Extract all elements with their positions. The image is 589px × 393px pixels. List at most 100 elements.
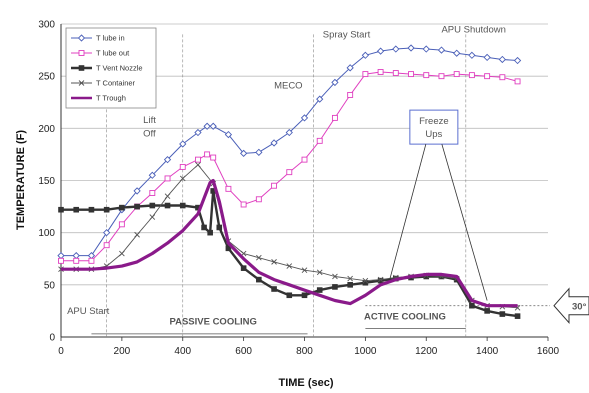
point-marker (316, 95, 324, 103)
point-marker (408, 71, 414, 78)
point-marker (163, 155, 172, 164)
point-marker (514, 313, 521, 319)
point-marker (407, 44, 415, 52)
y-axis-label: TEMPERATURE (F) (15, 130, 27, 230)
annotation-0: APU Start (67, 306, 110, 317)
point-marker (224, 130, 233, 139)
x-tick-label: 800 (296, 346, 313, 357)
point-marker (347, 91, 354, 98)
point-marker (77, 34, 86, 42)
point-marker (286, 263, 293, 269)
point-marker (270, 139, 278, 147)
y-tick-label: 100 (38, 228, 55, 239)
point-marker (204, 151, 211, 158)
point-marker (149, 190, 156, 196)
point-marker (332, 273, 338, 280)
annotation-2: Off (143, 129, 156, 140)
point-marker (210, 154, 217, 161)
point-marker (332, 284, 338, 290)
point-marker (73, 206, 80, 213)
point-marker (164, 202, 171, 209)
point-marker (73, 257, 80, 264)
point-marker (361, 51, 370, 59)
point-marker (58, 206, 64, 213)
point-marker (300, 114, 309, 122)
point-marker (499, 74, 506, 81)
freeze-ups-pointer (441, 144, 488, 301)
point-marker (103, 229, 111, 237)
tick-labels: 0 50 100 150 200 250 300 0 200 400 600 800 1000 1200 1… (38, 20, 559, 358)
point-marker (203, 122, 211, 130)
x-tick-label: 600 (235, 346, 252, 357)
thirty-f-arrow (553, 287, 589, 325)
x-tick-label: 0 (58, 346, 64, 357)
point-marker (484, 73, 491, 80)
legend-label: T Trough (96, 94, 126, 103)
point-marker (256, 254, 262, 261)
point-marker (316, 287, 323, 293)
point-marker (134, 203, 140, 210)
point-marker (256, 276, 262, 283)
point-marker (468, 72, 475, 79)
point-marker (301, 267, 308, 274)
point-marker (271, 259, 277, 265)
point-marker (347, 275, 353, 282)
annotation-3: MECO (274, 81, 303, 92)
point-marker (483, 53, 491, 62)
point-marker (331, 78, 339, 87)
annotation-1: Lift (143, 115, 156, 126)
point-marker (377, 69, 384, 75)
x-tick-label: 1000 (354, 346, 377, 357)
x-tick-label: 200 (114, 346, 131, 357)
annotations: APU Start Lift Off MECO Spray Start APU Shutd… (67, 24, 506, 337)
point-marker (271, 182, 278, 189)
series-line (61, 189, 518, 318)
point-marker (255, 196, 262, 203)
point-marker (469, 302, 475, 309)
point-marker (78, 65, 85, 71)
point-marker (201, 224, 207, 231)
y-tick-label: 0 (49, 333, 55, 344)
point-marker (286, 169, 293, 176)
point-marker (209, 122, 217, 130)
series-line (61, 178, 518, 308)
point-marker (103, 242, 110, 249)
annotation-6: PASSIVE COOLING (169, 316, 256, 327)
point-marker (134, 231, 140, 238)
point-marker (225, 185, 232, 192)
point-marker (179, 140, 187, 148)
point-marker (119, 250, 125, 257)
point-marker (422, 45, 430, 53)
point-marker (437, 46, 446, 54)
freeze-ups-text: Freeze (419, 116, 449, 127)
point-marker (118, 221, 125, 228)
freeze-ups-box (409, 109, 459, 145)
x-axis-label: TIME (sec) (278, 377, 333, 389)
point-marker (423, 72, 430, 79)
point-marker (316, 137, 323, 144)
thirty-f-text: 30° F (572, 302, 589, 313)
point-marker (119, 204, 125, 211)
point-marker (484, 308, 490, 314)
x-tick-label: 1400 (476, 346, 499, 357)
point-marker (362, 71, 369, 78)
point-marker (179, 202, 186, 209)
point-marker (377, 276, 384, 283)
point-marker (133, 187, 141, 195)
point-marker (498, 55, 506, 64)
point-marker (316, 269, 323, 276)
point-marker (88, 206, 95, 213)
point-marker (225, 245, 232, 252)
legend: T lube in T lube out T Vent Nozzle T Contai… (65, 27, 157, 109)
y-tick-label: 250 (38, 72, 55, 83)
point-marker (513, 56, 522, 65)
x-tick-label: 1600 (537, 346, 560, 357)
point-marker (392, 70, 399, 76)
point-marker (499, 311, 506, 317)
point-marker (255, 148, 263, 156)
y-tick-label: 300 (38, 20, 55, 31)
point-marker (468, 51, 476, 59)
y-tick-label: 150 (38, 176, 55, 187)
point-marker (271, 286, 277, 292)
point-marker (164, 193, 171, 199)
